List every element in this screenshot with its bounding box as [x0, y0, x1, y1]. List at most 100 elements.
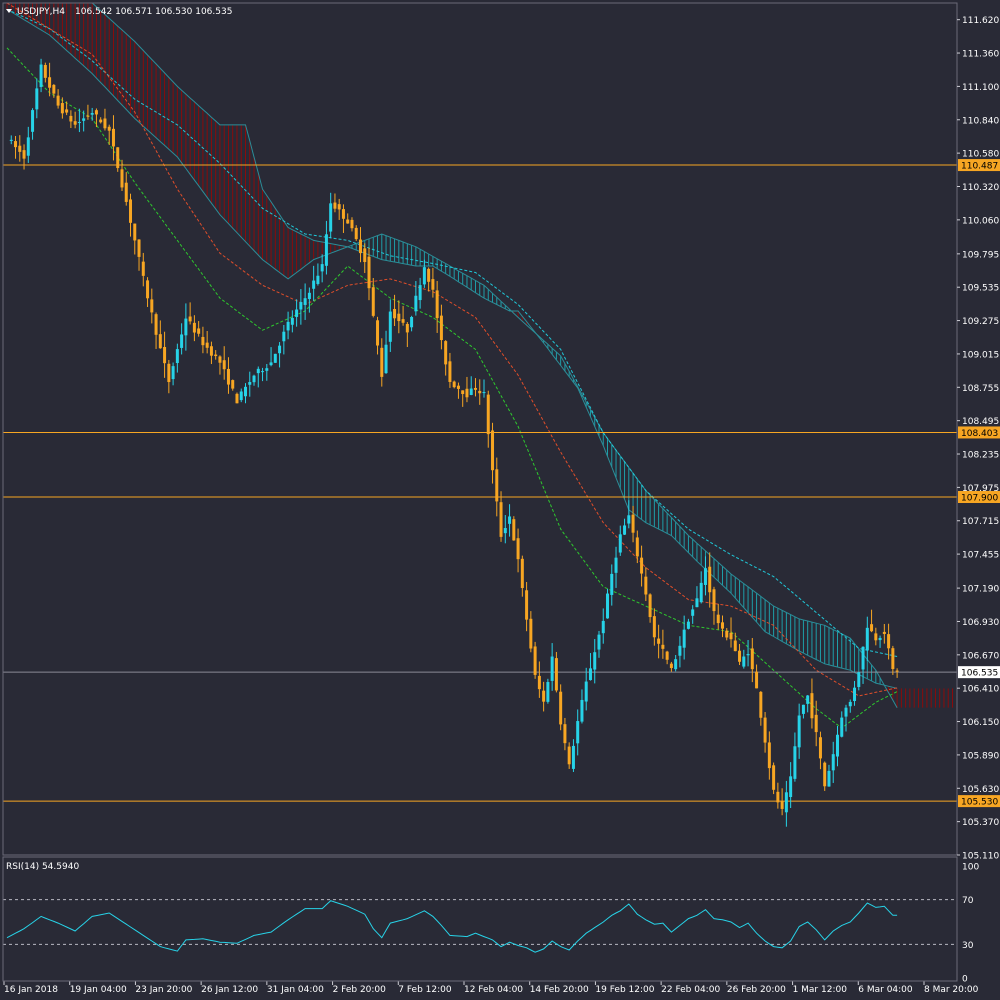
candle [835, 725, 839, 767]
candle [559, 684, 563, 731]
candle [627, 500, 631, 529]
candle [465, 376, 469, 403]
time-axis[interactable]: 16 Jan 2018 19 Jan 04:00 23 Jan 20:00 26 Ja… [3, 981, 979, 995]
candle [525, 582, 529, 632]
candle [648, 593, 652, 623]
price-tick-label: 108.495 [962, 417, 999, 427]
candle [256, 366, 260, 388]
dropdown-triangle-icon[interactable] [6, 9, 12, 13]
main-plot-frame [2, 2, 958, 856]
candle [116, 147, 120, 172]
candle [320, 254, 324, 283]
price-tick-label: 109.015 [962, 350, 999, 360]
tenkan-line [6, 8, 898, 657]
candle [716, 603, 720, 630]
price-tick-label: 109.535 [962, 284, 999, 294]
candle [124, 172, 128, 206]
candle [721, 615, 724, 638]
candle [269, 347, 273, 367]
candle [806, 694, 810, 713]
candle [154, 312, 158, 349]
candle [661, 629, 665, 659]
candle [278, 342, 282, 368]
candle [452, 380, 456, 389]
candle [439, 304, 443, 350]
candle [491, 422, 495, 484]
candle [576, 709, 580, 756]
candle [107, 124, 111, 145]
candle [9, 135, 13, 145]
candle [699, 571, 703, 604]
candle [337, 198, 341, 220]
candle [495, 457, 499, 517]
candle [380, 338, 384, 387]
candle [750, 637, 754, 683]
candle [299, 289, 303, 325]
candle [729, 617, 733, 648]
candle [316, 263, 320, 286]
candle [384, 330, 388, 374]
candle [818, 731, 822, 770]
candle [665, 650, 669, 665]
candle [742, 649, 746, 669]
time-tick-label: 2 Feb 20:00 [333, 985, 387, 995]
candle [307, 287, 311, 313]
candle [674, 654, 678, 672]
price-tick-label: 111.100 [962, 83, 999, 93]
candle [69, 110, 73, 129]
candle [150, 288, 154, 324]
price-tick-label: 106.670 [962, 651, 999, 661]
time-tick-label: 26 Feb 20:00 [727, 985, 786, 995]
candle [767, 731, 771, 780]
candle [239, 388, 243, 403]
candle [456, 382, 460, 399]
level-price-label: 108.403 [961, 429, 998, 439]
price-tick-label: 106.150 [962, 718, 999, 728]
candle [780, 788, 784, 816]
candle [759, 690, 763, 726]
candle [371, 277, 375, 318]
candle [175, 343, 179, 373]
price-tick-label: 105.890 [962, 751, 999, 761]
candle [22, 144, 26, 170]
candle [18, 135, 22, 162]
rsi-line [6, 900, 898, 953]
candle [853, 680, 857, 706]
rsi-axis: 100 70 30 0 [962, 863, 979, 985]
horizontal-levels[interactable]: 110.487 108.403 107.900 105.530 106.535 [3, 159, 1000, 808]
candle [601, 608, 605, 644]
price-axis[interactable]: 111.620 111.360 111.100 110.840 110.580 110.3… [957, 16, 999, 862]
candle [431, 267, 435, 298]
candle [273, 353, 277, 363]
candle [657, 624, 661, 659]
rsi-tick-label: 70 [962, 896, 974, 906]
senkou-span-b-line [7, 2, 898, 689]
level-price-tag [958, 795, 1000, 808]
candle [35, 78, 39, 119]
price-tick-label: 105.110 [962, 852, 999, 862]
candle [874, 627, 878, 646]
candle [529, 611, 533, 653]
main-panel[interactable]: 110.487 108.403 107.900 105.530 106.535 [2, 2, 1000, 856]
candle [248, 371, 252, 397]
candle [571, 739, 575, 772]
candle [397, 300, 401, 334]
rsi-panel[interactable]: 100 70 30 0 [2, 856, 979, 985]
candle [712, 586, 716, 625]
candle [482, 379, 486, 398]
candle [410, 315, 414, 332]
candle [678, 636, 682, 668]
candle [533, 641, 537, 679]
candle [618, 525, 622, 556]
candle [486, 390, 490, 448]
candle [163, 331, 167, 378]
price-tick-label: 109.275 [962, 317, 999, 327]
candle [329, 192, 333, 239]
candle [895, 668, 899, 678]
candle [214, 350, 218, 360]
candle [290, 310, 294, 333]
candle [823, 761, 827, 791]
candle [840, 711, 844, 738]
price-tick-label: 110.060 [962, 216, 999, 226]
